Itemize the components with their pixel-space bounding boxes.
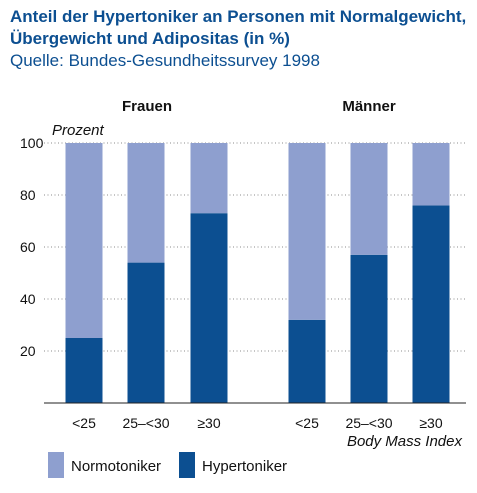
group-label-frauen: Frauen (122, 98, 172, 115)
x-tick-label-0-2: ≥30 (197, 415, 220, 431)
bar-normotoniker-1-0 (288, 143, 326, 320)
y-axis-label: Prozent (52, 122, 105, 139)
bar-normotoniker-1-1 (350, 143, 388, 255)
x-tick-label-0-1: 25–<30 (122, 415, 169, 431)
x-tick-labels: <25 25–<30 ≥30 <25 25–<30 ≥30 (72, 415, 443, 431)
legend-swatch-normotoniker (48, 452, 64, 478)
bar-hypertoniker-0-1 (127, 262, 165, 403)
bar-hypertoniker-1-0 (288, 319, 326, 403)
x-tick-label-1-1: 25–<30 (345, 415, 392, 431)
legend-label-hypertoniker: Hypertoniker (202, 458, 287, 475)
legend-swatch-hypertoniker (179, 452, 195, 478)
bar-hypertoniker-1-2 (412, 205, 450, 403)
bars (65, 143, 450, 403)
chart-title: Anteil der Hypertoniker an Personen mit … (10, 6, 470, 50)
chart-title-line-2: Übergewicht und Adipositas (in %) (10, 29, 290, 48)
y-tick-label-100: 100 (20, 135, 44, 151)
y-tick-label-40: 40 (20, 291, 36, 307)
y-tick-label-60: 60 (20, 239, 36, 255)
x-tick-label-1-0: <25 (295, 415, 319, 431)
gridlines (44, 142, 466, 352)
bar-normotoniker-0-2 (190, 143, 228, 214)
bar-normotoniker-1-2 (412, 143, 450, 206)
bar-hypertoniker-0-0 (65, 338, 103, 403)
legend-label-normotoniker: Normotoniker (71, 458, 161, 475)
y-tick-label-80: 80 (20, 187, 36, 203)
x-axis-label: Body Mass Index (347, 433, 463, 450)
legend: Normotoniker Hypertoniker (48, 452, 287, 478)
y-tick-label-20: 20 (20, 343, 36, 359)
bar-hypertoniker-1-1 (350, 254, 388, 403)
bar-hypertoniker-0-2 (190, 213, 228, 403)
group-label-maenner: Männer (342, 98, 396, 115)
bar-normotoniker-0-1 (127, 143, 165, 263)
chart-subtitle: Quelle: Bundes-Gesundheitssurvey 1998 (10, 51, 320, 70)
chart-title-line-1: Anteil der Hypertoniker an Personen mit … (10, 7, 467, 26)
x-tick-label-1-2: ≥30 (419, 415, 442, 431)
y-tick-labels: 20 40 60 80 100 (20, 135, 44, 359)
bar-normotoniker-0-0 (65, 143, 103, 338)
x-tick-label-0-0: <25 (72, 415, 96, 431)
